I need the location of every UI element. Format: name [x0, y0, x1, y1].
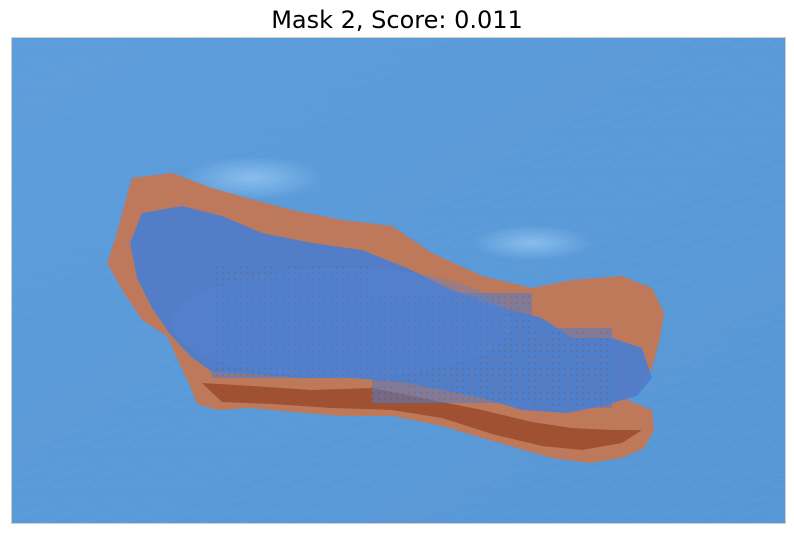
highlight — [472, 225, 592, 261]
mask-center-overlay — [172, 268, 512, 378]
image-panel — [11, 37, 786, 524]
figure-title: Mask 2, Score: 0.011 — [0, 4, 794, 36]
masked-image — [12, 38, 785, 523]
